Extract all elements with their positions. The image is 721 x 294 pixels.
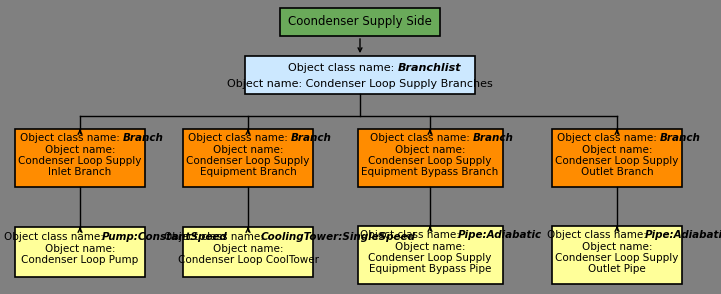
FancyBboxPatch shape xyxy=(358,226,503,284)
Text: Equipment Bypass Pipe: Equipment Bypass Pipe xyxy=(369,264,491,274)
Text: Condenser Loop Supply: Condenser Loop Supply xyxy=(186,156,310,166)
FancyBboxPatch shape xyxy=(183,227,313,277)
Text: Object class name:: Object class name: xyxy=(4,232,105,242)
Text: Object class name:: Object class name: xyxy=(187,133,291,143)
Text: Object name:: Object name: xyxy=(213,244,283,254)
Text: Inlet Branch: Inlet Branch xyxy=(48,167,112,177)
FancyBboxPatch shape xyxy=(280,8,440,36)
Text: Pipe:Adiabatic: Pipe:Adiabatic xyxy=(458,230,542,240)
FancyBboxPatch shape xyxy=(552,129,682,187)
Text: Condenser Loop Supply: Condenser Loop Supply xyxy=(555,253,678,263)
Text: Object class name:: Object class name: xyxy=(370,133,473,143)
Text: Condenser Loop Supply: Condenser Loop Supply xyxy=(18,156,142,166)
FancyBboxPatch shape xyxy=(15,129,145,187)
Text: Object class name:: Object class name: xyxy=(164,232,263,242)
Text: Coondenser Supply Side: Coondenser Supply Side xyxy=(288,16,432,29)
Text: Branch: Branch xyxy=(472,133,513,143)
FancyBboxPatch shape xyxy=(15,227,145,277)
Text: Condenser Loop Supply: Condenser Loop Supply xyxy=(555,156,678,166)
Text: Pipe:Adiabatic: Pipe:Adiabatic xyxy=(645,230,721,240)
Text: Object name:: Object name: xyxy=(395,145,465,155)
Text: Object name:: Object name: xyxy=(395,242,465,252)
Text: Equipment Branch: Equipment Branch xyxy=(200,167,296,177)
Text: Object class name:: Object class name: xyxy=(288,63,397,73)
Text: Condenser Loop Supply: Condenser Loop Supply xyxy=(368,253,492,263)
Text: Condenser Loop Supply: Condenser Loop Supply xyxy=(368,156,492,166)
Text: Outlet Branch: Outlet Branch xyxy=(580,167,653,177)
Text: Object name:: Object name: xyxy=(582,145,653,155)
Text: Pump:ConstantSpeed: Pump:ConstantSpeed xyxy=(102,232,228,242)
Text: Branchlist: Branchlist xyxy=(397,63,461,73)
Text: Branch: Branch xyxy=(660,133,700,143)
Text: CoolingTower:SingleSpeed: CoolingTower:SingleSpeed xyxy=(261,232,416,242)
Text: Object name:: Object name: xyxy=(45,145,115,155)
FancyBboxPatch shape xyxy=(358,129,503,187)
Text: Outlet Pipe: Outlet Pipe xyxy=(588,264,646,274)
Text: Branch: Branch xyxy=(291,133,332,143)
Text: Object name:: Object name: xyxy=(582,242,653,252)
Text: Object name: Condenser Loop Supply Branches: Object name: Condenser Loop Supply Branc… xyxy=(227,79,493,89)
FancyBboxPatch shape xyxy=(552,226,682,284)
Text: Condenser Loop CoolTower: Condenser Loop CoolTower xyxy=(177,255,319,265)
Text: Object class name:: Object class name: xyxy=(547,230,647,240)
Text: Object name:: Object name: xyxy=(45,244,115,254)
Text: Equipment Bypass Branch: Equipment Bypass Branch xyxy=(361,167,499,177)
Text: Branch: Branch xyxy=(123,133,164,143)
Text: Object class name:: Object class name: xyxy=(360,230,460,240)
Text: Condenser Loop Pump: Condenser Loop Pump xyxy=(22,255,138,265)
Text: Object class name:: Object class name: xyxy=(19,133,123,143)
Text: Object name:: Object name: xyxy=(213,145,283,155)
Text: Object class name:: Object class name: xyxy=(557,133,660,143)
FancyBboxPatch shape xyxy=(245,56,475,94)
FancyBboxPatch shape xyxy=(183,129,313,187)
